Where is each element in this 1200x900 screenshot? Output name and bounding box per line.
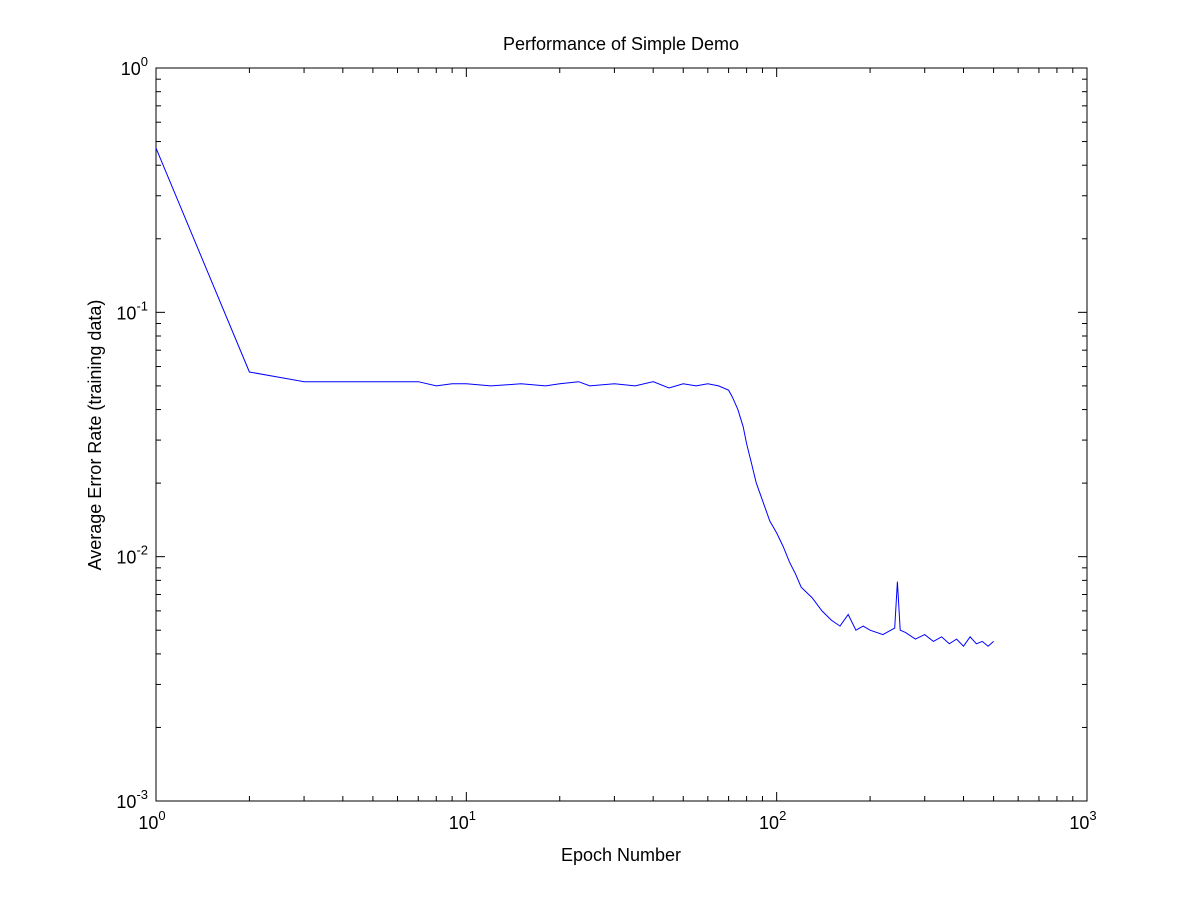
chart-title: Performance of Simple Demo [503,34,739,54]
y-tick-label: 10-2 [116,543,148,568]
plot-area [155,67,1088,802]
x-axis-label: Epoch Number [561,845,681,865]
axis-ticks [155,67,1088,802]
x-tick-label: 103 [1069,808,1096,833]
y-axis-label: Average Error Rate (training data) [85,300,105,571]
x-tick-label: 101 [449,808,476,833]
y-tick-label: 10-3 [116,787,148,812]
y-tick-label: 100 [121,54,148,79]
tick-labels: 100 101 102 103 10-3 10-2 10-1 100 [116,54,1096,833]
x-tick-label: 100 [138,808,165,833]
y-tick-label: 10-1 [116,298,148,323]
x-tick-label: 102 [759,808,786,833]
series-line [155,147,994,647]
